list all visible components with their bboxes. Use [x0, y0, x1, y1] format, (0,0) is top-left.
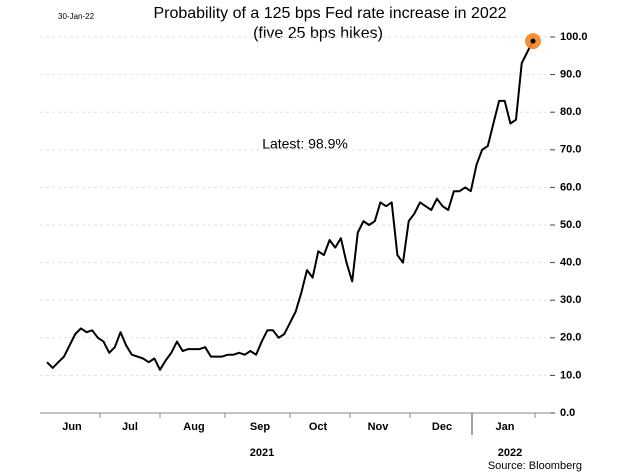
x-tick-label: Jun [62, 421, 82, 433]
y-tick-label: 40.0 [560, 257, 581, 269]
y-tick-label: 100.0 [560, 31, 588, 43]
y-tick-label: 60.0 [560, 181, 581, 193]
y-tick-label: 80.0 [560, 106, 581, 118]
x-tick-label: Jan [496, 421, 515, 433]
x-tick-label: Aug [183, 421, 204, 433]
year-label: 2021 [250, 447, 274, 459]
year-label: 2022 [498, 447, 522, 459]
y-tick-label: 20.0 [560, 332, 581, 344]
y-tick-label: 0.0 [560, 407, 575, 419]
annotation: Latest: 98.9% [262, 136, 348, 152]
y-tick-label: 10.0 [560, 369, 581, 381]
latest-dot [530, 38, 536, 44]
chart-title: Probability of a 125 bps Fed rate increa… [153, 5, 506, 22]
y-tick-label: 30.0 [560, 294, 581, 306]
x-tick-label: Nov [368, 421, 390, 433]
y-tick-label: 90.0 [560, 69, 581, 81]
line-series [46, 40, 534, 371]
y-tick-label: 50.0 [560, 219, 581, 231]
x-tick-label: Sep [250, 421, 270, 433]
chart-subtitle: (five 25 bps hikes) [253, 25, 383, 42]
y-tick-label: 70.0 [560, 144, 581, 156]
x-tick-label: Oct [309, 421, 328, 433]
source: Source: Bloomberg [488, 460, 582, 472]
x-tick-label: Jul [122, 421, 138, 433]
date-label: 30-Jan-22 [58, 12, 95, 21]
x-tick-label: Dec [432, 421, 452, 433]
